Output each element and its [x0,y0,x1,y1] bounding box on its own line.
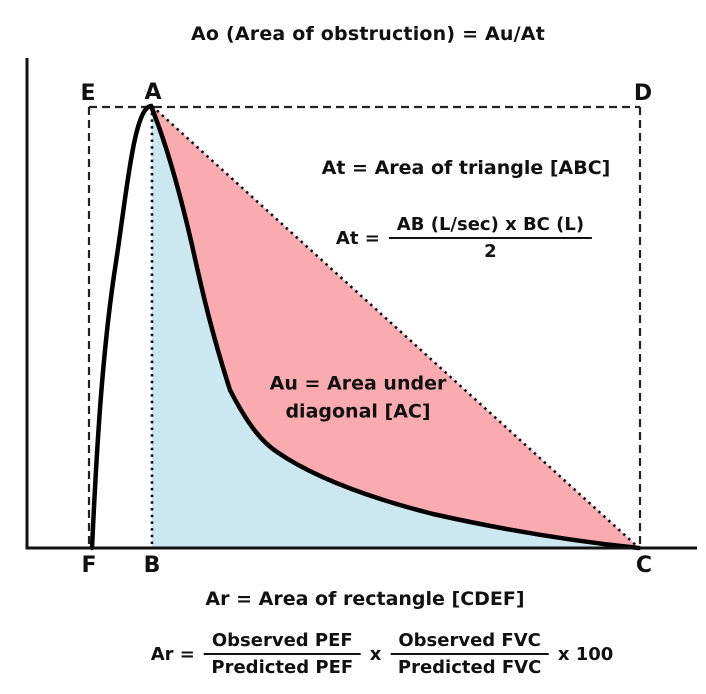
vertex-label-D: D [634,81,652,106]
ar-formula-fvc-denominator: Predicted FVC [397,657,542,678]
flow-volume-curve [89,103,642,551]
at-formula-numerator: AB (L/sec) x BC (L) [388,214,593,239]
vertex-label-A: A [144,80,161,105]
ar-definition-text: Ar = Area of rectangle [CDEF] [205,588,525,610]
dotted-diagonal-AC [151,105,640,549]
au-definition-text: Au = Area under diagonal [AC] [270,370,447,425]
ar-formula-pef-denominator: Predicted PEF [211,657,354,678]
au-definition-line2: diagonal [AC] [285,400,431,422]
at-formula-fraction: AB (L/sec) x BC (L) 2 [388,214,593,262]
vertex-label-E: E [80,81,95,106]
ar-formula-times: x [369,643,382,665]
diagram-title: Ao (Area of obstruction) = Au/At [191,23,545,45]
ar-formula: Ar = Observed PEF Predicted PEF x Observ… [151,630,614,678]
ar-formula-fraction-pef: Observed PEF Predicted PEF [203,630,361,678]
at-formula-lhs: At = [335,227,380,249]
at-formula-denominator: 2 [484,241,497,262]
ar-formula-times-100: x 100 [557,643,614,665]
vertex-label-F: F [81,553,96,578]
ar-formula-pef-numerator: Observed PEF [203,630,361,655]
ar-formula-fvc-numerator: Observed FVC [390,630,549,655]
at-formula: At = AB (L/sec) x BC (L) 2 [335,214,593,262]
vertex-label-B: B [144,553,161,578]
ar-formula-lhs: Ar = [150,643,195,665]
au-definition-line1: Au = Area under [269,372,447,395]
vertex-label-C: C [636,553,652,578]
at-definition-text: At = Area of triangle [ABC] [321,157,611,179]
area-under-curve-fill [152,106,639,548]
ar-formula-fraction-fvc: Observed FVC Predicted FVC [390,630,549,678]
